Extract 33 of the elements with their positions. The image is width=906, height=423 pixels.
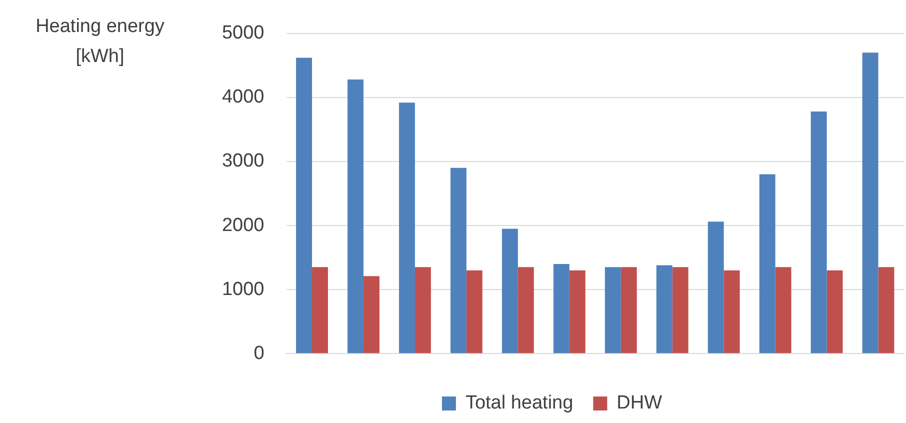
bar xyxy=(348,80,364,354)
bar xyxy=(724,270,740,354)
bar xyxy=(553,264,570,354)
y-tick-label: 2000 xyxy=(222,214,264,236)
bar xyxy=(450,168,466,354)
bar xyxy=(363,276,380,354)
bar xyxy=(775,267,792,354)
bar xyxy=(672,267,688,354)
bar xyxy=(569,270,586,354)
bar xyxy=(466,270,482,354)
y-tick-label: 3000 xyxy=(222,150,264,172)
bar xyxy=(604,267,621,354)
bar xyxy=(312,267,328,354)
bar xyxy=(862,52,878,354)
y-axis-title: Heating energy [kWh] xyxy=(34,15,166,69)
bar xyxy=(399,102,415,354)
y-tick-label: 1000 xyxy=(222,278,264,300)
bar xyxy=(414,267,431,354)
bar xyxy=(708,222,724,354)
bar xyxy=(810,112,827,354)
bar xyxy=(826,270,843,354)
y-tick-label: 5000 xyxy=(222,22,264,44)
legend-label: Total heating xyxy=(465,392,574,414)
bar xyxy=(518,267,534,354)
bar xyxy=(878,267,894,354)
y-tick-label: 4000 xyxy=(222,86,264,108)
y-tick-label: 0 xyxy=(254,342,264,364)
bar xyxy=(620,267,637,354)
bar xyxy=(656,265,672,354)
bar xyxy=(296,58,312,354)
legend-label: DHW xyxy=(616,392,662,414)
bar xyxy=(502,228,518,354)
bar xyxy=(759,174,776,354)
